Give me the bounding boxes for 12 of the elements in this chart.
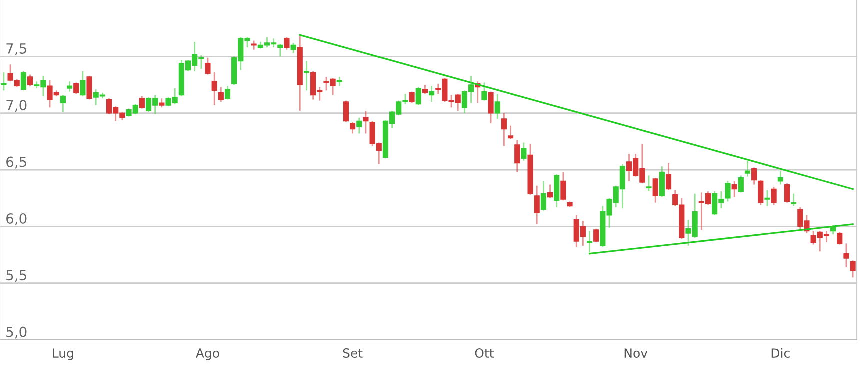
x-tick-label: Lug bbox=[53, 348, 74, 360]
y-tick-label: 7,0 bbox=[6, 100, 27, 112]
y-tick-label: 5,0 bbox=[6, 326, 27, 339]
x-tick-label: Nov bbox=[624, 348, 648, 358]
y-tick-label: 5,5 bbox=[6, 270, 26, 282]
x-tick-label: Set bbox=[343, 348, 363, 358]
y-tick-label: 6,5 bbox=[6, 156, 26, 169]
x-tick-label: Ago bbox=[196, 348, 220, 360]
y-tick-label: 6,0 bbox=[6, 213, 27, 226]
x-tick-label: Ott bbox=[475, 348, 494, 358]
x-tick-label: Dic bbox=[772, 348, 790, 358]
y-tick-label: 7,5 bbox=[6, 44, 26, 56]
